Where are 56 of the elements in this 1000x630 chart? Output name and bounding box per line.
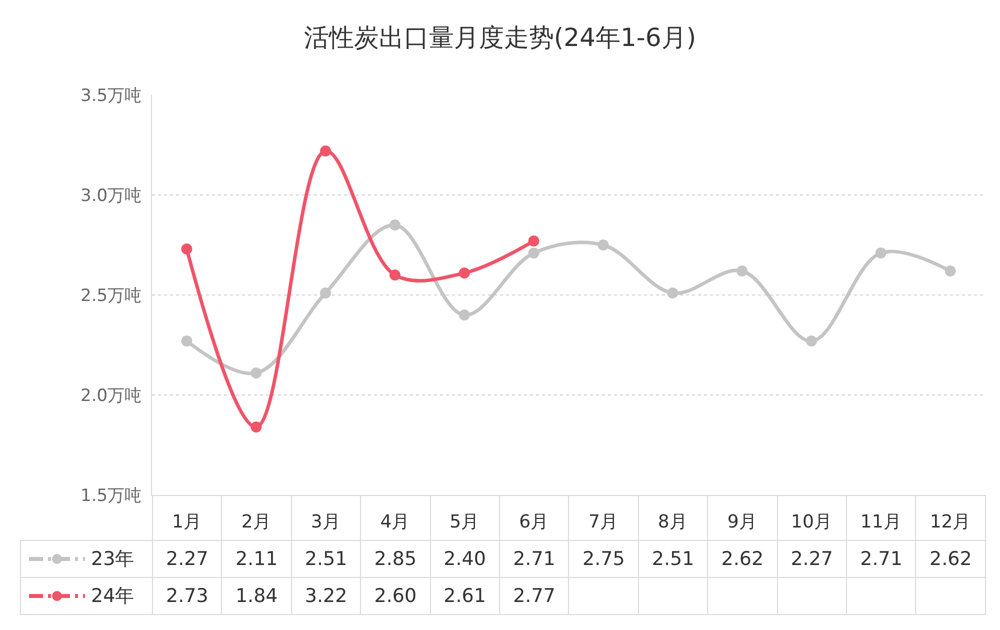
legend-label: 24年: [91, 584, 134, 606]
x-tick-label: 9月: [727, 512, 757, 533]
data-label: 2.51: [304, 548, 348, 570]
point: [389, 220, 400, 230]
point: [944, 266, 956, 276]
data-label: 2.11: [235, 548, 278, 570]
x-tick-label: 8月: [658, 512, 688, 533]
chart-title: 活性炭出口量月度走势(24年1-6月): [304, 22, 696, 52]
point: [528, 236, 540, 246]
legend-label: 23年: [91, 548, 134, 570]
point: [181, 336, 192, 346]
point: [320, 288, 332, 298]
data-label: 2.73: [166, 584, 208, 606]
y-tick-label: 2.0万吨: [80, 386, 142, 406]
point: [250, 422, 262, 432]
x-tick-label: 12月: [930, 512, 971, 533]
data-label: 2.62: [930, 548, 972, 570]
x-tick-label: 10月: [791, 512, 832, 533]
data-label: 2.27: [166, 548, 208, 570]
y-tick-label: 3.0万吨: [80, 186, 142, 206]
data-label: 2.62: [721, 548, 764, 570]
point: [806, 336, 817, 346]
x-tick-label: 3月: [310, 512, 340, 533]
data-label: 1.84: [235, 584, 278, 606]
x-tick-label: 5月: [450, 512, 480, 533]
point: [320, 146, 332, 156]
point: [667, 288, 678, 298]
data-label: 2.77: [513, 584, 556, 606]
point: [250, 368, 262, 378]
point: [598, 240, 609, 250]
data-label: 2.85: [374, 548, 417, 570]
x-tick-label: 11月: [860, 512, 902, 533]
x-tick-label: 6月: [519, 512, 549, 533]
data-label: 2.60: [374, 584, 417, 606]
point: [389, 270, 400, 280]
data-label: 2.27: [790, 548, 834, 570]
data-label: 2.75: [582, 548, 625, 570]
y-tick-label: 3.5万吨: [80, 86, 142, 106]
point: [875, 248, 886, 258]
point: [458, 310, 470, 320]
data-label: 3.22: [304, 584, 348, 606]
y-tick-label: 1.5万吨: [80, 486, 142, 506]
point: [458, 268, 470, 278]
data-label: 2.40: [444, 548, 486, 570]
point: [528, 248, 540, 258]
data-label: 2.71: [513, 548, 556, 570]
x-tick-label: 4月: [380, 512, 410, 533]
data-label: 2.51: [652, 548, 694, 570]
data-label: 2.71: [860, 548, 902, 570]
x-tick-label: 7月: [588, 512, 618, 533]
x-tick-label: 1月: [172, 512, 202, 533]
data-label: 2.61: [444, 584, 486, 606]
point: [181, 244, 192, 254]
y-tick-label: 2.5万吨: [80, 286, 142, 306]
point: [736, 266, 748, 276]
x-tick-label: 2月: [241, 512, 271, 533]
